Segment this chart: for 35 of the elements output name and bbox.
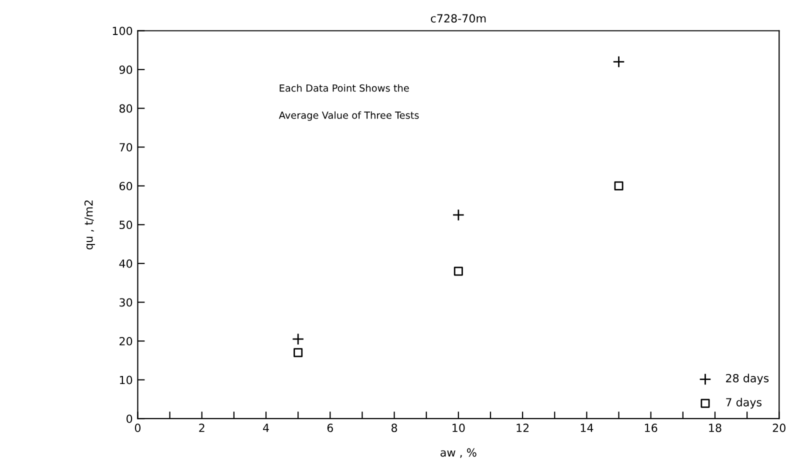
x-axis-title: aw , % bbox=[440, 448, 476, 458]
point bbox=[292, 333, 304, 346]
point bbox=[454, 266, 463, 276]
y-tick-label: 30 bbox=[120, 298, 132, 307]
x-tick-label: 6 bbox=[327, 424, 333, 432]
x-tick-label: 2 bbox=[199, 424, 204, 432]
x-tick-label: 20 bbox=[772, 424, 786, 432]
x-tick-label: 12 bbox=[516, 424, 529, 432]
y-tick-label: 60 bbox=[120, 182, 132, 190]
x-tick-label: 10 bbox=[452, 424, 465, 432]
x-tick-label: 18 bbox=[709, 424, 722, 432]
x-tick-label: 14 bbox=[580, 424, 594, 432]
legend-label: 7 days bbox=[726, 398, 762, 409]
x-tick-label: 8 bbox=[392, 424, 398, 432]
annotation: Each Data Point Shows the bbox=[280, 84, 409, 92]
point bbox=[614, 181, 624, 190]
y-tick-label: 50 bbox=[120, 220, 132, 230]
y-tick-label: 10 bbox=[120, 376, 132, 384]
legend-label: 28 days bbox=[726, 374, 769, 385]
x-tick-label: 16 bbox=[645, 424, 658, 432]
x-tick-label: 4 bbox=[263, 424, 269, 432]
point bbox=[612, 56, 625, 68]
y-tick-label: 20 bbox=[120, 337, 132, 346]
annotation: Average Value of Three Tests bbox=[278, 111, 419, 121]
chart-title: c728-70m bbox=[430, 14, 486, 23]
y-tick-label: 80 bbox=[119, 104, 132, 113]
y-tick-label: 70 bbox=[120, 143, 132, 152]
x-tick-label: 0 bbox=[134, 424, 141, 432]
point bbox=[452, 208, 464, 222]
y-tick-label: 0 bbox=[126, 414, 132, 423]
point bbox=[294, 348, 303, 358]
y-axis-title: qu , t/m2 bbox=[84, 200, 95, 250]
y-tick-label: 90 bbox=[119, 66, 132, 74]
y-tick-label: 100 bbox=[112, 26, 132, 36]
y-tick-label: 40 bbox=[119, 259, 132, 268]
